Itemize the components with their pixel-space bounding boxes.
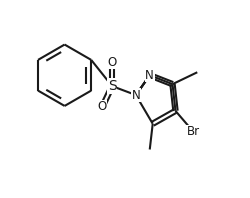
- Text: N: N: [146, 69, 154, 82]
- Text: O: O: [108, 56, 117, 69]
- Text: Br: Br: [187, 125, 200, 138]
- Text: O: O: [98, 100, 107, 113]
- Text: S: S: [108, 79, 116, 93]
- Text: N: N: [132, 89, 140, 102]
